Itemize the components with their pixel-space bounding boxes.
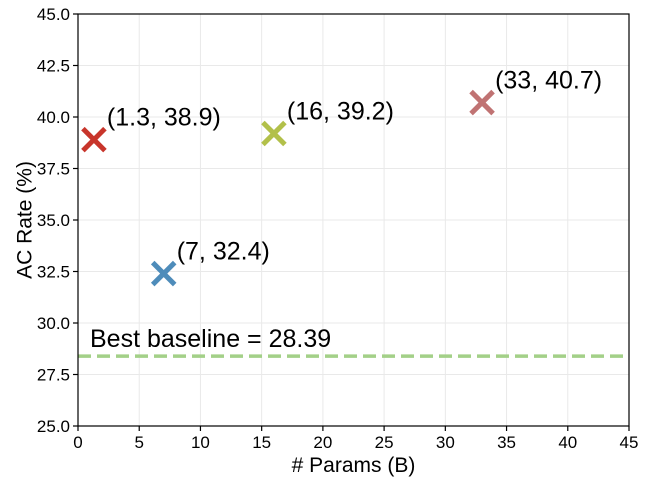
marker-layer: (1.3, 38.9) (7, 32.4) (16, 39.2) (33, 40.7) [81,67,602,287]
x-tick-label: 0 [73,433,82,452]
y-tick-label: 30.0 [37,314,70,333]
data-point [469,89,495,116]
point-label: (1.3, 38.9) [107,104,221,132]
x-tick-label: 10 [191,433,210,452]
point-label: (33, 40.7) [495,67,602,95]
tick-layer: 0 5 10 15 20 25 30 35 40 45 25.0 27.5 30.0 32.5 35.0 37… [37,5,639,452]
x-tick-label: 45 [620,433,639,452]
x-marker-stroke [469,89,495,116]
x-marker-stroke [150,260,177,287]
x-tick-label: 30 [436,433,455,452]
data-point [261,120,287,147]
x-tick-label: 5 [134,433,143,452]
y-tick-label: 45.0 [37,5,70,24]
y-tick-label: 40.0 [37,108,70,127]
y-tick-label: 27.5 [37,366,70,385]
y-tick-label: 32.5 [37,263,70,282]
x-marker-stroke [81,126,107,153]
data-point [150,260,177,287]
y-tick-label: 42.5 [37,57,70,76]
baseline-layer: Best baseline = 28.39 [78,325,629,358]
point-label: (16, 39.2) [287,97,394,125]
y-tick-label: 37.5 [37,160,70,179]
x-axis-title: # Params (B) [292,454,416,477]
y-tick-label: 25.0 [37,417,70,436]
x-tick-label: 40 [558,433,577,452]
baseline-label: Best baseline = 28.39 [90,325,331,353]
x-marker-stroke [261,120,287,147]
x-tick-label: 15 [252,433,271,452]
point-label: (7, 32.4) [177,238,270,266]
x-tick-label: 20 [313,433,332,452]
x-tick-label: 25 [375,433,394,452]
x-tick-label: 35 [497,433,516,452]
data-point [81,126,107,153]
y-axis-title: AC Rate (%) [13,161,36,279]
y-tick-label: 35.0 [37,211,70,230]
